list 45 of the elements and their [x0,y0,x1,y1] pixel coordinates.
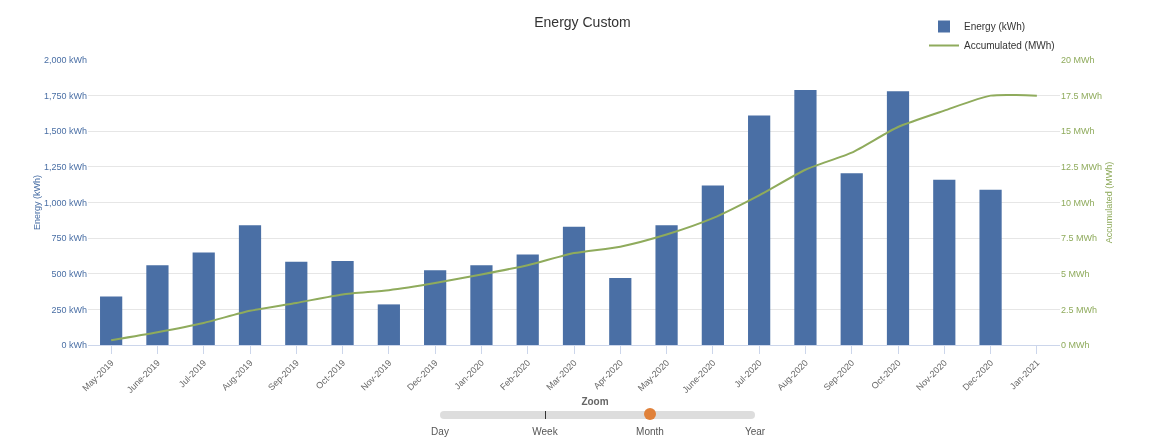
bar [516,254,539,345]
bar [701,185,724,345]
chart-title: Energy Custom [534,14,631,31]
y2-tick-label: 12.5 MWh [1061,162,1103,173]
line-series [110,93,1038,342]
y-tick-label: 0 kWh [61,340,87,351]
y-tick-label: 250 kWh [51,304,87,315]
y-tick-label: 1,000 kWh [43,197,87,208]
bar [285,261,308,345]
bar [840,173,863,345]
bar [794,89,817,345]
y2-axis-title: Accumulated (MWh) [1104,161,1115,244]
y2-tick-label: 7.5 MWh [1061,233,1098,244]
bar [377,304,400,345]
y2-tick-label: 0 MWh [1061,340,1090,351]
bar [238,225,262,345]
bar [748,115,771,345]
y-tick-label: 1,500 kWh [43,126,87,137]
y-tick-label: 750 kWh [51,233,87,244]
bar [609,278,632,345]
y-tick-label: 1,750 kWh [43,90,87,101]
y2-tick-label: 17.5 MWh [1061,90,1103,101]
y-tick-label: 500 kWh [51,268,87,279]
zoom-slider: Zoom Day Week Month Year [430,396,767,439]
legend-label: Accumulated (MWh) [964,40,1055,52]
y-tick-label: 2,000 kWh [43,55,87,66]
bar [146,265,169,345]
bar [933,179,956,345]
bar [470,265,493,345]
bar [655,225,678,345]
bar [886,91,910,345]
y2-tick-label: 2.5 MWh [1061,304,1098,315]
y-tick-label: 1,250 kWh [43,162,87,173]
bar [424,270,447,345]
legend-label: Energy (kWh) [964,21,1026,33]
bar [100,296,123,345]
bar [979,189,1002,345]
bar [192,252,215,345]
y2-tick-label: 10 MWh [1061,197,1095,208]
y-axis-title: Energy (kWh) [31,174,42,231]
y2-tick-label: 20 MWh [1061,55,1095,66]
bar [562,226,586,345]
y2-tick-label: 5 MWh [1061,268,1090,279]
y2-tick-label: 15 MWh [1061,126,1095,137]
bar [331,260,354,345]
